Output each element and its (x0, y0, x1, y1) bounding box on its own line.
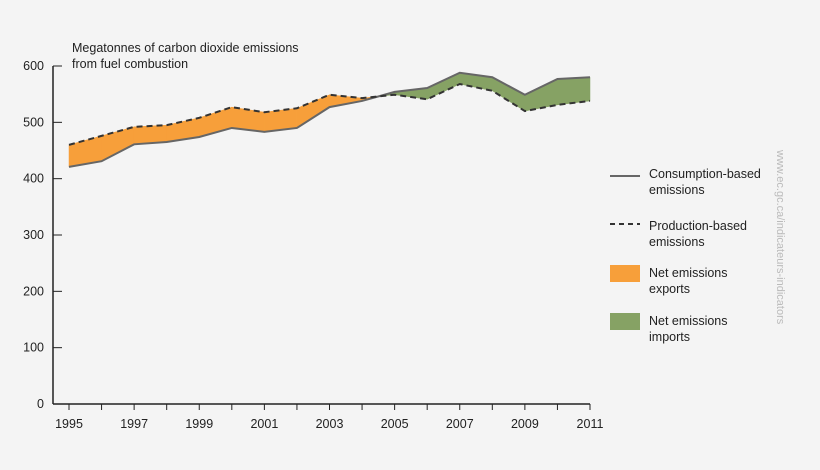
y-tick-label: 400 (23, 172, 44, 186)
legend-consumption: Consumption-based emissions (649, 166, 761, 198)
y-tick-label: 0 (37, 397, 44, 411)
consumption-line (68, 71, 591, 168)
y-tick-label: 500 (23, 115, 44, 129)
legend-text: imports (649, 330, 690, 344)
chart-title-line2: from fuel combustion (72, 57, 188, 71)
x-tick-label: 2001 (250, 417, 278, 431)
y-tick-label: 600 (23, 59, 44, 73)
chart-title-line1: Megatonnes of carbon dioxide emissions (72, 41, 299, 55)
y-tick-label: 300 (23, 228, 44, 242)
y-tick-label: 200 (23, 284, 44, 298)
x-tick-label: 1997 (120, 417, 148, 431)
legend-text: emissions (649, 183, 705, 197)
legend-text: Consumption-based (649, 167, 761, 181)
x-tick-label: 2005 (381, 417, 409, 431)
x-tick-label: 1995 (55, 417, 83, 431)
x-tick-label: 2011 (577, 417, 604, 431)
legend-imports: Net emissions imports (649, 313, 728, 345)
legend-exports: Net emissions exports (649, 265, 728, 297)
legend-text: emissions (649, 235, 705, 249)
watermark-url: www.ec.gc.ca/indicateurs-indicators (774, 150, 786, 325)
legend-text: Net emissions (649, 266, 728, 280)
legend-production: Production-based emissions (649, 218, 747, 250)
x-tick-label: 1999 (185, 417, 213, 431)
x-tick-label: 2007 (446, 417, 474, 431)
y-tick-label: 100 (23, 341, 44, 355)
x-tick-label: 2003 (316, 417, 344, 431)
x-tick-label: 2009 (511, 417, 539, 431)
legend-text: Production-based (649, 219, 747, 233)
legend-text: exports (649, 282, 690, 296)
legend-text: Net emissions (649, 314, 728, 328)
